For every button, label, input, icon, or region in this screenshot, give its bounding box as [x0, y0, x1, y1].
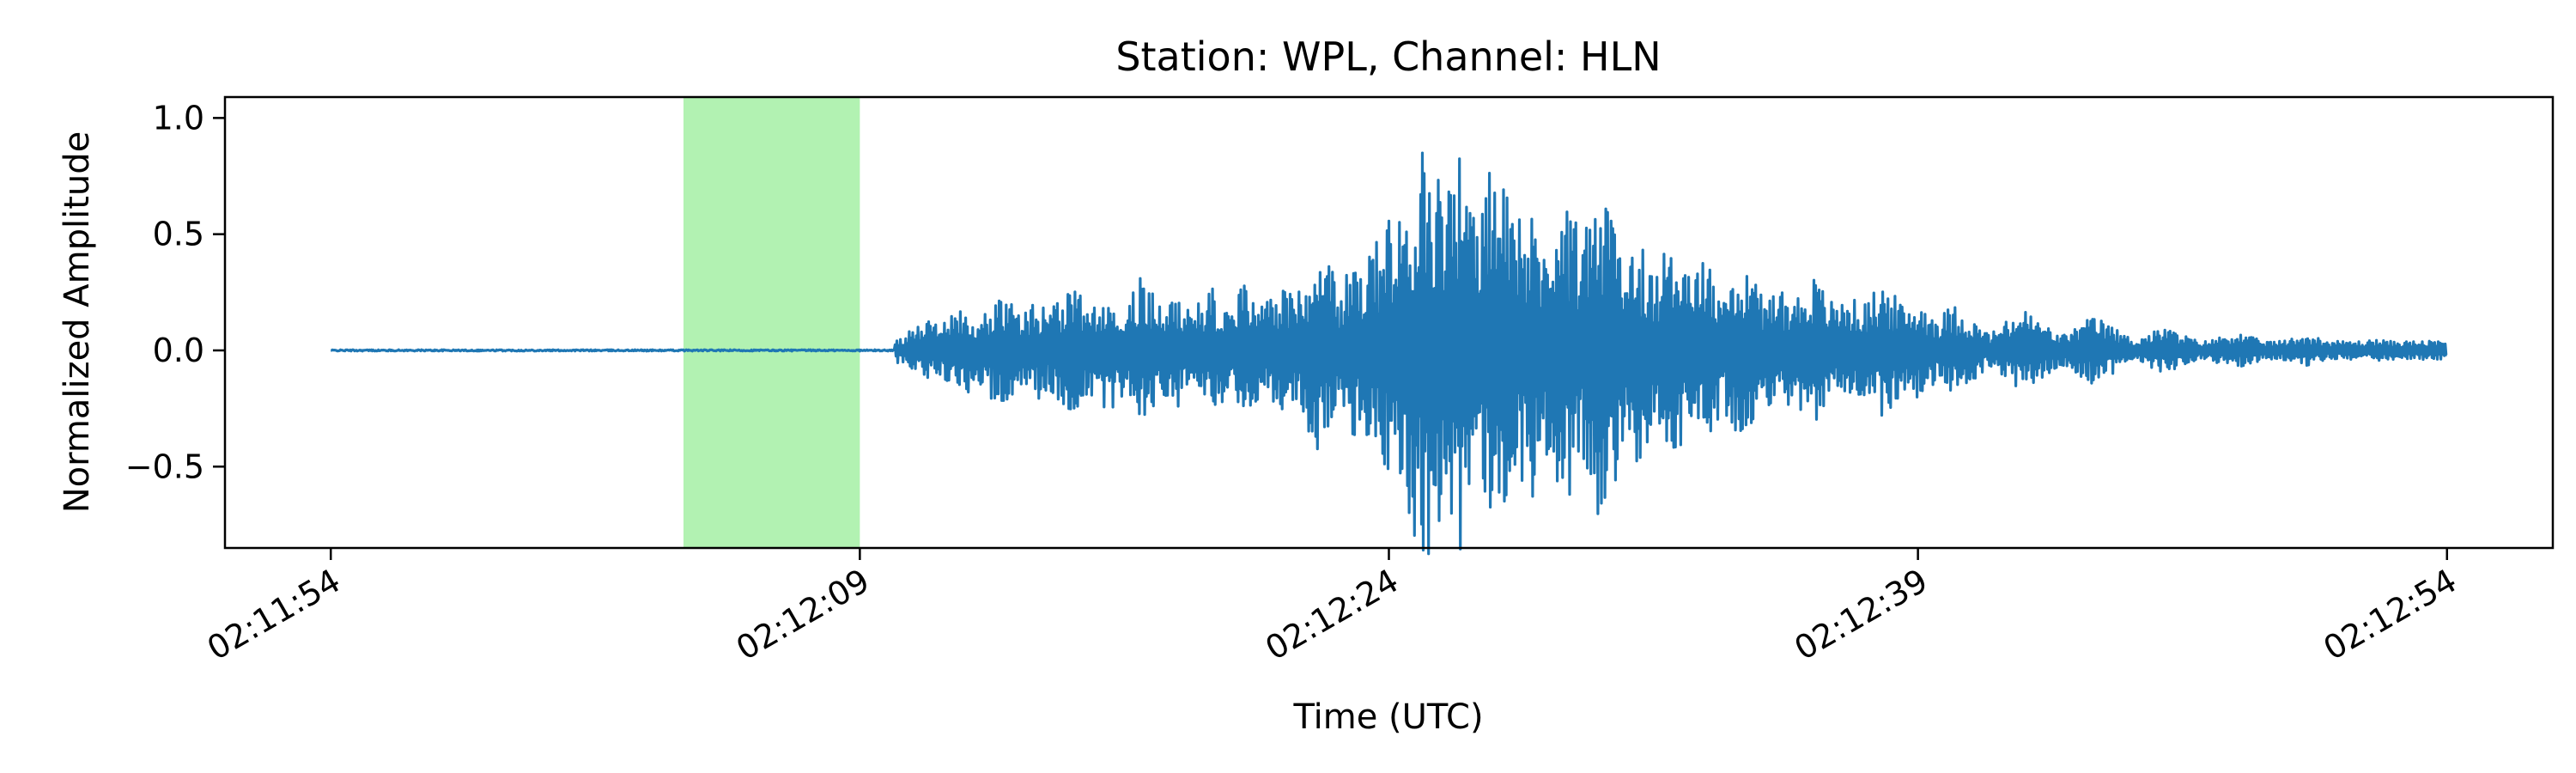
- highlight-window: [683, 97, 860, 548]
- waveform-point-13: [1140, 423, 1143, 426]
- waveform-point-7: [964, 396, 967, 399]
- x-axis-label: Time (UTC): [1292, 697, 1483, 737]
- waveform-point-36: [1846, 291, 1849, 294]
- waveform-point-32: [1705, 252, 1708, 254]
- waveform-point-16: [1247, 279, 1249, 282]
- waveform-point-27: [1528, 512, 1531, 514]
- waveform-point-46: [2445, 354, 2448, 356]
- waveform-point-6: [964, 302, 967, 305]
- waveform-point-21: [1423, 477, 1425, 479]
- waveform-point-33: [1741, 442, 1743, 445]
- waveform-point-5: [929, 377, 932, 380]
- waveform-point-26: [1493, 149, 1496, 152]
- waveform-point-12: [1105, 284, 1108, 287]
- waveform-point-42: [2164, 326, 2166, 328]
- waveform-point-40: [2022, 307, 2025, 310]
- waveform-point-37: [1881, 419, 1884, 422]
- waveform-point-1: [682, 349, 684, 351]
- waveform-point-17: [1282, 419, 1285, 422]
- waveform-point-14: [1176, 291, 1179, 294]
- waveform-point-19: [1352, 437, 1355, 440]
- waveform-point-8: [999, 294, 1002, 296]
- waveform-point-9: [999, 407, 1002, 410]
- waveform-point-20: [1388, 205, 1390, 208]
- waveform-point-25: [1493, 516, 1496, 519]
- waveform-point-44: [2305, 333, 2307, 336]
- waveform-point-45: [2375, 361, 2378, 363]
- waveform-point-4: [929, 319, 932, 321]
- waveform-point-24: [1458, 136, 1461, 138]
- waveform-trace-0: [330, 151, 2448, 556]
- waveform-point-41: [2093, 384, 2096, 386]
- waveform-point-39: [1952, 396, 1954, 399]
- waveform-point-29: [1599, 526, 1601, 528]
- waveform-point-30: [1635, 233, 1637, 235]
- y-tick-label-2: 0.5: [153, 216, 204, 253]
- waveform-point-43: [2234, 368, 2237, 370]
- waveform-point-38: [1917, 298, 1919, 301]
- waveform-point-31: [1670, 466, 1673, 468]
- waveform-point-23: [1458, 526, 1461, 528]
- y-tick-label-0: −0.5: [125, 447, 204, 485]
- waveform-point-35: [1811, 426, 1814, 429]
- waveform-point-15: [1212, 412, 1214, 415]
- waveform-point-34: [1776, 279, 1778, 282]
- waveform-point-0: [330, 349, 332, 351]
- waveform-point-28: [1564, 191, 1566, 193]
- plot-area: [330, 97, 2448, 556]
- chart-title: Station: WPL, Channel: HLN: [1115, 33, 1661, 80]
- y-tick-label-3: 1.0: [153, 99, 204, 137]
- waveform-point-11: [1070, 414, 1072, 417]
- y-tick-label-1: 0.0: [153, 332, 204, 369]
- waveform-point-3: [894, 349, 896, 351]
- waveform-point-22: [1423, 117, 1425, 119]
- waveform-point-10: [1035, 298, 1037, 301]
- y-axis-label: Normalized Amplitude: [58, 131, 97, 514]
- waveform-point-18: [1317, 245, 1320, 247]
- waveform-point-2: [859, 349, 861, 351]
